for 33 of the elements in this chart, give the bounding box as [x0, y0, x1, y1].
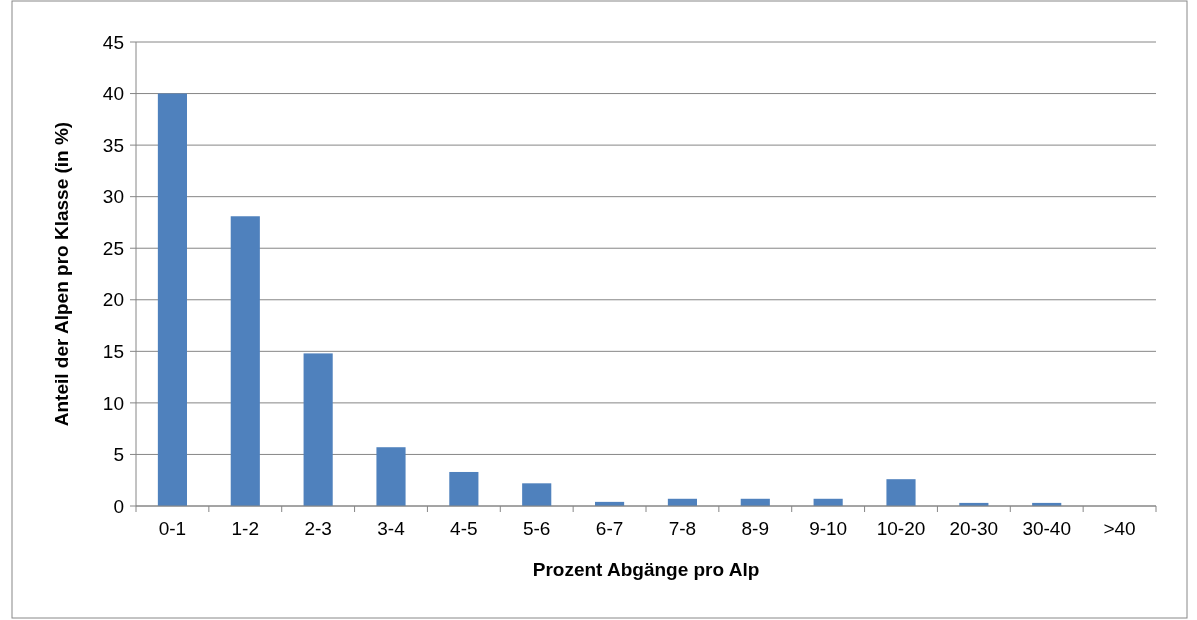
y-tick-label: 0 — [113, 495, 124, 517]
x-tick-label: 0-1 — [158, 518, 187, 539]
x-tick-label: 6-7 — [595, 518, 624, 539]
bar — [157, 93, 187, 506]
x-tick-label: 20-30 — [949, 518, 999, 539]
x-tick-label: 1-2 — [231, 518, 260, 539]
bar — [522, 483, 552, 506]
x-tick-label: 5-6 — [522, 518, 551, 539]
y-tick-label: 25 — [102, 237, 124, 259]
x-tick-label: 10-20 — [876, 518, 926, 539]
x-tick-label: 9-10 — [809, 518, 848, 539]
y-tick-label: 45 — [102, 31, 124, 53]
y-tick-label: 5 — [113, 444, 124, 466]
y-tick-label: 15 — [102, 340, 124, 362]
y-tick-label: 10 — [102, 392, 124, 414]
bar — [230, 216, 260, 506]
x-tick-label: >40 — [1103, 518, 1136, 539]
x-tick-label: 8-9 — [741, 518, 770, 539]
bar — [376, 447, 406, 506]
x-axis-title: Prozent Abgänge pro Alp — [532, 559, 760, 580]
x-tick-label: 30-40 — [1022, 518, 1072, 539]
x-tick-label: 2-3 — [304, 518, 332, 539]
x-tick-label: 3-4 — [377, 518, 406, 539]
y-tick-label: 20 — [102, 289, 124, 311]
x-tick-label: 4-5 — [450, 518, 478, 539]
y-tick-label: 30 — [102, 186, 124, 208]
x-tick-label: 7-8 — [668, 518, 697, 539]
y-tick-label: 35 — [102, 134, 124, 156]
y-tick-label: 40 — [102, 83, 124, 105]
y-axis-title: Anteil der Alpen pro Klasse (in %) — [51, 121, 72, 427]
bar — [449, 471, 479, 506]
bar — [886, 479, 916, 506]
bar — [303, 353, 333, 506]
